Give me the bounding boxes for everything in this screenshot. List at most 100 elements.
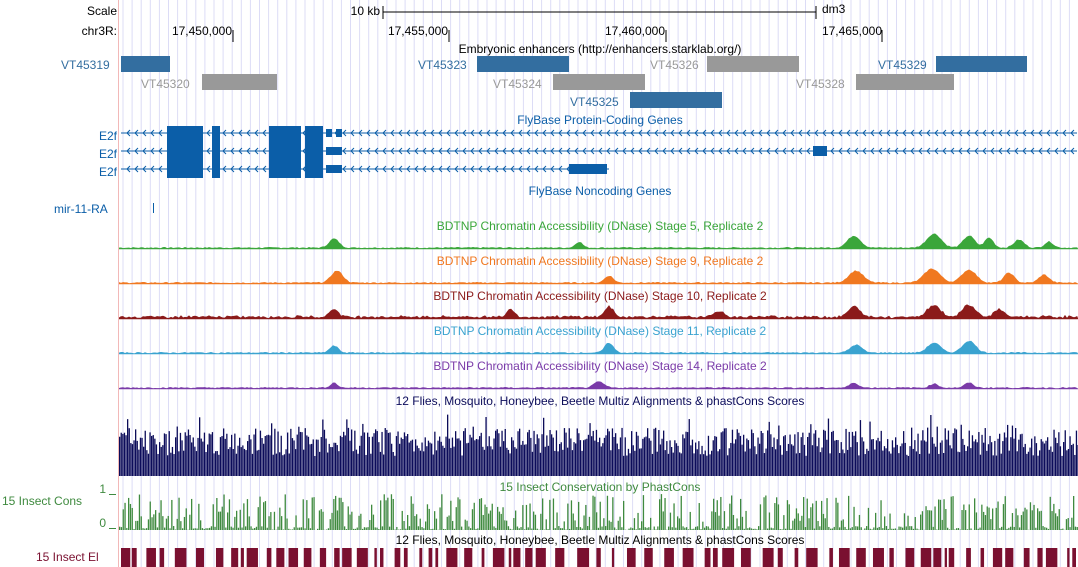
strand-arrow [622, 147, 627, 155]
phastcons-bar [488, 513, 490, 530]
dnase-signal-track[interactable] [119, 265, 1078, 285]
noncoding-gene-feature[interactable] [153, 203, 154, 213]
enhancer-bar[interactable] [856, 74, 954, 90]
multiz-bar [735, 439, 737, 476]
strand-arrow [614, 147, 619, 155]
multiz-bar [632, 445, 634, 476]
strand-arrow [446, 147, 451, 155]
phastcons-bar [392, 498, 394, 530]
multiz-bar [960, 424, 962, 476]
phastcons-track-label[interactable]: 15 Insect Cons [2, 494, 83, 508]
strand-arrow [534, 165, 539, 173]
multiz-bar [909, 446, 911, 476]
phastcons-signal[interactable] [119, 493, 1078, 531]
multiz-bar [629, 453, 631, 476]
multiz-conservation-track[interactable] [119, 410, 1078, 478]
dnase-signal-area [119, 340, 1078, 355]
phastcons-bar [646, 527, 648, 530]
phastcons-bar [435, 518, 438, 530]
multiz-bar [968, 430, 970, 476]
phastcons-bar [605, 526, 607, 530]
phastcons-bar [288, 528, 290, 530]
enhancer-bar[interactable] [553, 74, 645, 90]
strand-arrow [854, 129, 859, 137]
enhancer-bar[interactable] [630, 92, 722, 108]
strand-arrow [630, 129, 635, 137]
gene-label[interactable]: E2f [98, 129, 117, 143]
phastcons-bar [729, 503, 731, 530]
conserved-element [435, 548, 439, 567]
multiz-bar [563, 428, 566, 476]
enhancer-label[interactable]: VT45326 [650, 58, 699, 72]
multiz-bar [778, 425, 780, 476]
multiz-bar [853, 435, 855, 476]
enhancer-bar[interactable] [121, 56, 170, 72]
strand-arrow [526, 165, 531, 173]
gene-label[interactable]: E2f [98, 165, 117, 179]
multiz-bar [880, 430, 882, 476]
phastcons-bar [948, 529, 951, 530]
multiz-bar [440, 441, 442, 476]
strand-arrow [390, 129, 395, 137]
phastcons-bar [907, 515, 909, 530]
multiz-bar [747, 440, 750, 476]
phastcons-bar [129, 503, 132, 530]
enhancer-bar[interactable] [477, 56, 569, 72]
phastcons-bar [826, 498, 828, 530]
enhancer-label[interactable]: VT45329 [878, 58, 927, 72]
multiz-bar [431, 443, 433, 476]
strand-arrow [862, 129, 867, 137]
phastcons-bar [479, 498, 481, 530]
strand-arrow [542, 165, 547, 173]
multiz-bar [1067, 448, 1070, 476]
enhancer-bar[interactable] [202, 74, 277, 90]
multiz-bar [419, 450, 422, 476]
phastcons-bar [979, 527, 981, 530]
phastcons-bar [1019, 527, 1021, 530]
multiz-bar [363, 432, 366, 476]
enhancer-label[interactable]: VT45328 [796, 77, 845, 91]
strand-arrow [678, 129, 683, 137]
enhancer-label[interactable]: VT45324 [493, 77, 542, 91]
phastcons-bar [320, 509, 322, 530]
multiz-bar [464, 428, 466, 476]
enhancer-bar[interactable] [707, 56, 799, 72]
multiz-bar [875, 440, 878, 476]
dnase-signal-track[interactable] [119, 370, 1078, 390]
multiz-bar [144, 430, 146, 476]
phastcons-ymax: 1 [99, 482, 106, 496]
multiz-bar [202, 441, 204, 476]
phastcons-bar [830, 528, 832, 530]
enhancer-label[interactable]: VT45320 [141, 77, 190, 91]
dnase-signal-track[interactable] [119, 335, 1078, 355]
strand-arrow [238, 165, 243, 173]
enhancer-label[interactable]: VT45323 [418, 58, 467, 72]
enhancer-bar[interactable] [936, 56, 1027, 72]
multiz-bar [615, 433, 617, 476]
elements-track-label[interactable]: 15 Insect El [36, 550, 99, 564]
enhancer-label[interactable]: VT45325 [570, 95, 619, 109]
phastcons-bar [822, 513, 825, 530]
enhancer-label[interactable]: VT45319 [61, 58, 110, 72]
phastcons-bar [464, 519, 466, 530]
multiz-bar [920, 440, 922, 476]
conserved-elements[interactable] [119, 548, 1078, 567]
multiz-bar [130, 443, 132, 476]
strand-arrow [734, 129, 739, 137]
multiz-bar [355, 449, 358, 476]
multiz-bar [946, 439, 948, 476]
multiz-bar [714, 436, 716, 476]
multiz-bar [859, 420, 862, 476]
multiz-bar [1074, 454, 1076, 476]
gene-models[interactable] [119, 126, 1078, 184]
gene-label[interactable]: E2f [98, 147, 117, 161]
dnase-signal-track[interactable] [119, 300, 1078, 320]
phastcons-bar [426, 504, 429, 530]
strand-arrow [758, 129, 763, 137]
dnase-signal-track[interactable] [119, 230, 1078, 250]
strand-arrow [382, 165, 387, 173]
phastcons-bar [484, 504, 486, 530]
noncoding-gene-label[interactable]: mir-11-RA [54, 202, 108, 216]
phastcons-bar [934, 506, 936, 530]
